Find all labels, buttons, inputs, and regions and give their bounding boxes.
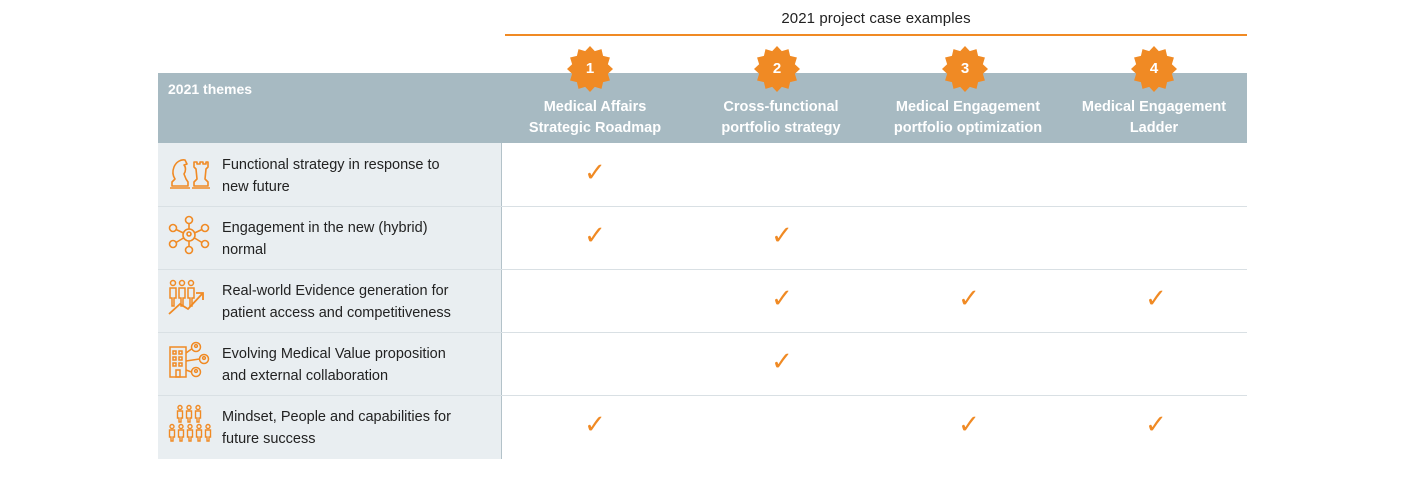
badge-star-icon: [942, 46, 988, 92]
theme-row-5-label: Mindset, People and capabilities for fut…: [222, 406, 492, 450]
theme-line: Evolving Medical Value proposition: [222, 346, 446, 362]
check-mark-icon: ✓: [771, 347, 793, 377]
row-divider: [158, 269, 1247, 270]
column-header-1: Medical Affairs Strategic Roadmap: [505, 97, 685, 139]
title-underline: [505, 34, 1247, 36]
column-header-line: portfolio strategy: [721, 120, 841, 136]
check-mark-icon: ✓: [584, 158, 606, 188]
column-header-line: Cross-functional: [723, 99, 839, 115]
number-badge-3: 3: [941, 45, 989, 93]
check-mark-icon: ✓: [1145, 284, 1167, 314]
people-growth-icon: [166, 278, 212, 318]
check-mark-icon: ✓: [771, 221, 793, 251]
theme-row-1-label: Functional strategy in response to new f…: [222, 154, 492, 198]
theme-line: future success: [222, 431, 316, 447]
column-header-line: Medical Engagement: [895, 99, 1041, 115]
theme-line: patient access and competitiveness: [222, 305, 451, 321]
badge-star-icon: [754, 46, 800, 92]
column-header-3: Medical Engagement portfolio optimizatio…: [878, 97, 1058, 139]
check-mark-icon: ✓: [771, 284, 793, 314]
number-badge-4: 4: [1130, 45, 1178, 93]
row-divider: [158, 206, 1247, 207]
theme-line: Real-world Evidence generation for: [222, 283, 449, 299]
badge-star-icon: [567, 46, 613, 92]
number-badge-2: 2: [753, 45, 801, 93]
column-divider: [501, 143, 502, 459]
themes-column: [158, 143, 502, 459]
badge-number: 4: [1149, 60, 1159, 77]
badge-star-icon: [1131, 46, 1177, 92]
theme-row-2-label: Engagement in the new (hybrid) normal: [222, 217, 492, 261]
check-mark-icon: ✓: [584, 221, 606, 251]
theme-line: Functional strategy in response to: [222, 157, 440, 173]
theme-line: Mindset, People and capabilities for: [222, 409, 451, 425]
theme-line: normal: [222, 242, 267, 258]
row-divider: [158, 332, 1247, 333]
column-header-line: Strategic Roadmap: [528, 120, 662, 136]
themes-column-header: 2021 themes: [168, 81, 253, 97]
column-header-4: Medical Engagement Ladder: [1064, 97, 1244, 139]
number-badge-1: 1: [566, 45, 614, 93]
check-mark-icon: ✓: [958, 410, 980, 440]
column-header-line: Medical Engagement: [1081, 99, 1227, 115]
chess-pieces-icon: [166, 152, 212, 192]
badge-number: 1: [585, 60, 595, 77]
theme-row-3-label: Real-world Evidence generation for patie…: [222, 280, 492, 324]
badge-number: 2: [772, 60, 782, 77]
network-hub-icon: [166, 215, 212, 255]
theme-line: and external collaboration: [222, 368, 389, 384]
building-collaboration-icon: [166, 341, 212, 381]
theme-line: Engagement in the new (hybrid): [222, 220, 428, 236]
check-mark-icon: ✓: [584, 410, 606, 440]
theme-row-4-label: Evolving Medical Value proposition and e…: [222, 343, 492, 387]
column-header-2: Cross-functional portfolio strategy: [691, 97, 871, 139]
column-header-line: Ladder: [1129, 120, 1179, 136]
check-mark-icon: ✓: [958, 284, 980, 314]
row-divider: [158, 395, 1247, 396]
theme-line: new future: [222, 179, 290, 195]
column-header-line: portfolio optimization: [893, 120, 1043, 136]
project-examples-title: 2021 project case examples: [781, 10, 971, 27]
people-group-icon: [166, 404, 212, 444]
badge-number: 3: [960, 60, 970, 77]
check-mark-icon: ✓: [1145, 410, 1167, 440]
column-header-line: Medical Affairs: [543, 99, 647, 115]
header-band: [158, 73, 1247, 143]
